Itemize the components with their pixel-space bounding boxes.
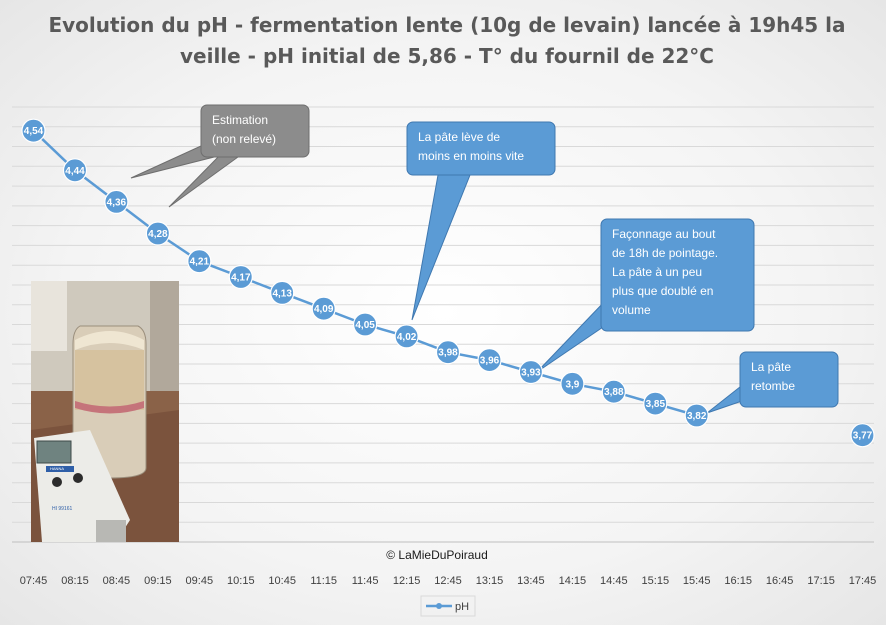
data-label: 4,13 (272, 288, 292, 299)
x-tick-label: 11:45 (352, 575, 379, 587)
annotation-text: La pâte lève de (418, 130, 500, 144)
data-label: 4,17 (231, 273, 251, 284)
data-label: 3,77 (853, 431, 873, 442)
data-label: 4,28 (148, 229, 168, 240)
data-label: 4,54 (24, 126, 44, 137)
x-tick-label: 08:15 (61, 575, 89, 587)
data-label: 4,09 (314, 304, 334, 315)
legend-marker-ph (436, 603, 442, 609)
chart-title-line-1: Evolution du pH - fermentation lente (10… (48, 13, 845, 37)
annotation-text: Façonnage au bout (612, 227, 716, 241)
x-tick-label: 15:45 (683, 575, 711, 587)
x-tick-label: 10:45 (268, 575, 296, 587)
annotation-callout: Façonnage au bout de 18h de pointage. La p… (536, 218, 755, 373)
annotation-text: La pâte (751, 360, 791, 374)
x-tick-label: 09:15 (144, 575, 172, 587)
x-axis-ticks: 07:45 08:15 08:45 09:15 09:45 10:15 10:45 11:15… (20, 575, 877, 587)
ph-meter-brand-label: HANNA (50, 466, 64, 471)
data-point (560, 371, 585, 396)
data-point (684, 403, 709, 428)
legend: pH (420, 595, 476, 617)
annotation-callout: Estimation (non relevé) (130, 104, 310, 208)
data-label: 3,82 (687, 411, 707, 422)
data-point (850, 423, 875, 448)
annotation-text: moins en moins vite (418, 149, 524, 163)
series-ph: 4,54 4,44 4,36 4,28 4,21 4,17 4,13 4,09 4,05 4,02… (21, 118, 875, 448)
photo-sourdough-jar: HI 99161 HANNA (31, 281, 179, 542)
ph-meter-model-label: HI 99161 (52, 506, 73, 512)
annotation-text: Estimation (212, 113, 268, 127)
data-point (435, 340, 461, 365)
x-tick-label: 17:15 (807, 575, 835, 587)
annotation-text: volume (612, 303, 651, 317)
x-tick-label: 14:45 (600, 575, 628, 587)
x-tick-label: 09:45 (186, 575, 214, 587)
data-point (145, 221, 170, 246)
data-point (394, 324, 419, 349)
data-point (601, 379, 626, 404)
data-point (270, 280, 295, 305)
data-point (62, 158, 88, 183)
data-point (518, 359, 544, 385)
x-tick-label: 16:45 (766, 575, 794, 587)
x-tick-label: 13:45 (517, 575, 545, 587)
data-point (311, 296, 336, 321)
annotations: Estimation (non relevé) La pâte lève de moi… (130, 104, 839, 414)
annotation-text: La pâte à un peu (612, 265, 702, 279)
x-tick-label: 10:15 (227, 575, 255, 587)
x-tick-label: 12:45 (434, 575, 462, 587)
x-tick-label: 08:45 (103, 575, 131, 587)
data-point (353, 312, 378, 337)
data-point (228, 264, 253, 290)
legend-box (420, 595, 476, 617)
chart-title-line-2: veille - pH initial de 5,86 - T° du four… (180, 44, 714, 68)
x-tick-label: 13:15 (476, 575, 504, 587)
annotation-callout: La pâte lève de moins en moins vite (406, 121, 556, 321)
chart-title: Evolution du pH - fermentation lente (10… (48, 13, 845, 68)
copyright-label: © LaMieDuPoiraud (386, 548, 488, 562)
data-point (21, 118, 46, 143)
annotation-text: plus que doublé en (612, 284, 713, 298)
x-tick-label: 15:15 (642, 575, 670, 587)
annotation-text: de 18h de pointage. (612, 246, 718, 260)
x-tick-label: 12:15 (393, 575, 421, 587)
legend-label-ph: pH (455, 601, 469, 613)
annotation-callout: La pâte retombe (706, 351, 839, 414)
data-label: 3,96 (480, 356, 500, 367)
data-label: 3,9 (565, 379, 579, 390)
annotation-text: retombe (751, 379, 795, 393)
x-tick-label: 16:15 (724, 575, 752, 587)
data-label: 4,21 (190, 257, 210, 268)
data-label: 4,05 (355, 320, 375, 331)
x-tick-label: 07:45 (20, 575, 48, 587)
x-tick-label: 17:45 (849, 575, 877, 587)
annotation-text: (non relevé) (212, 132, 276, 146)
data-point (477, 348, 502, 373)
data-label: 3,88 (604, 387, 624, 398)
ph-meter: HI 99161 HANNA (34, 430, 130, 542)
data-label: 4,44 (65, 166, 85, 177)
data-point (187, 249, 212, 274)
data-label: 3,85 (646, 399, 666, 410)
data-label: 3,93 (521, 368, 541, 379)
data-point (643, 391, 668, 416)
x-tick-label: 14:15 (559, 575, 587, 587)
data-point (104, 189, 129, 214)
x-tick-label: 11:15 (310, 575, 337, 587)
data-label: 4,36 (107, 197, 127, 208)
data-label: 4,02 (397, 332, 417, 343)
data-label: 3,98 (438, 348, 458, 359)
